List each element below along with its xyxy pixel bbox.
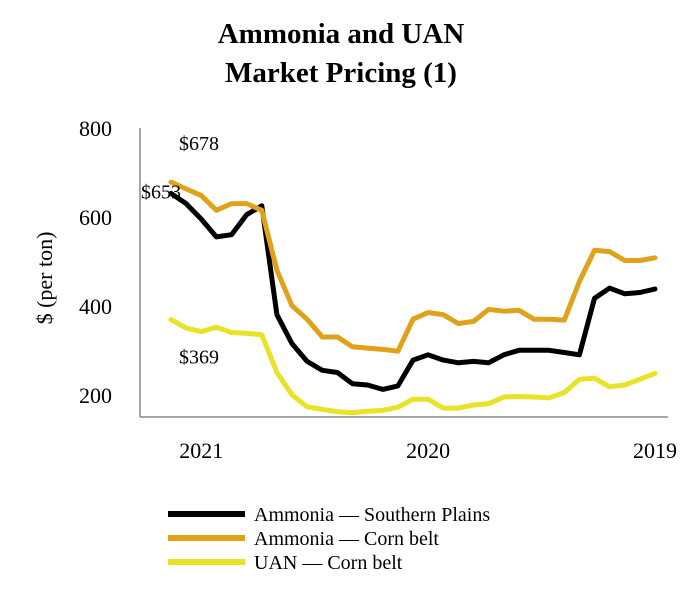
data-label: $369 [179, 347, 219, 369]
chart-title-line-2: Market Pricing (1) [225, 57, 457, 89]
y-tick-label: 400 [79, 294, 112, 319]
y-tick-labels: 200 400 600 800 [79, 116, 112, 408]
x-tick-label: 2019 [633, 438, 677, 463]
x-tick-labels: 2021 2020 2019 [179, 438, 677, 463]
legend-label: Ammonia — Corn belt [254, 528, 439, 550]
series-line-1 [168, 190, 658, 392]
series-line-3 [168, 317, 658, 416]
series-group [168, 179, 658, 416]
data-labels: $678 $653 $369 [141, 133, 219, 368]
x-tick-label: 2021 [179, 438, 223, 463]
legend-label: Ammonia — Southern Plains [254, 504, 490, 526]
x-tick-label: 2020 [406, 438, 450, 463]
chart-title-line-1: Ammonia and UAN [218, 18, 465, 50]
chart-title: Ammonia and UAN Market Pricing (1) [218, 18, 465, 89]
data-label: $653 [141, 181, 181, 203]
series-line-2 [168, 179, 658, 354]
y-tick-label: 600 [79, 205, 112, 230]
axes [139, 128, 668, 418]
y-tick-label: 800 [79, 116, 112, 141]
data-label: $678 [179, 133, 219, 155]
y-axis-label: $ (per ton) [32, 232, 57, 325]
y-tick-label: 200 [79, 383, 112, 408]
legend-label: UAN — Corn belt [254, 552, 403, 574]
